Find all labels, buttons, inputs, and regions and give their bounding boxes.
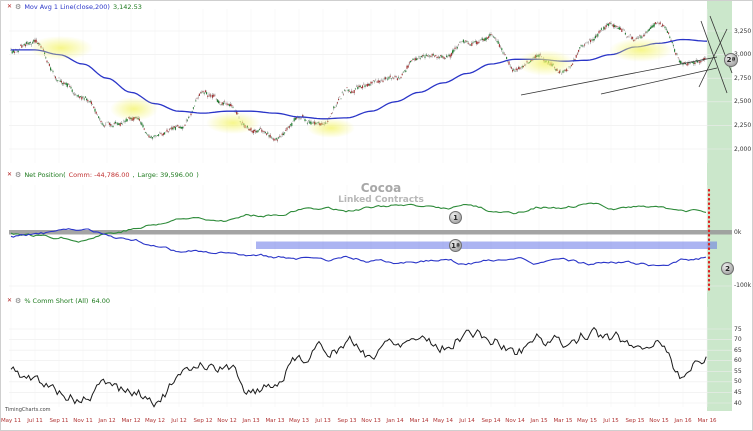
x-axis-label: Sep 15 — [625, 418, 645, 424]
y-axis-tick: 2,250 — [734, 121, 752, 129]
y-axis-tick: 40 — [734, 399, 742, 407]
x-axis-label: Jan 13 — [242, 418, 260, 424]
x-axis-label: Jul 13 — [315, 418, 331, 424]
y-axis-tick: 3,250 — [734, 27, 752, 35]
indicator-settings-icon[interactable]: ⚙ — [15, 296, 22, 305]
x-axis-label: Jul 11 — [27, 418, 43, 424]
net-position-panel-legend: ✕ ⚙ Net Position( Comm: -44,786.00 , Lar… — [7, 171, 199, 179]
x-axis-label: Sep 12 — [193, 418, 213, 424]
x-axis-label: Nov 13 — [361, 418, 381, 424]
annotation-circle-2[interactable]: 2 — [721, 262, 734, 275]
x-axis-label: Jul 14 — [459, 418, 475, 424]
y-axis-tick: 45 — [734, 388, 742, 396]
annotation-circle-2a[interactable]: 2ª — [724, 53, 738, 67]
y-axis-tick: 2,500 — [734, 98, 752, 106]
x-axis-label: Mar 12 — [121, 418, 141, 424]
x-axis-label: May 14 — [432, 418, 454, 424]
net-position-large-value: Large: 39,596.00 — [137, 171, 194, 179]
price-panel-legend: ✕ ⚙ Mov Avg 1 Line(close,200) 3,142.53 — [7, 3, 142, 11]
x-axis-label: Nov 11 — [73, 418, 93, 424]
y-axis-tick: 75 — [734, 325, 742, 333]
comm-short-label: % Comm Short (All) — [24, 297, 89, 305]
x-axis-label: Sep 13 — [337, 418, 357, 424]
x-axis-label: Nov 14 — [505, 418, 525, 424]
x-axis-label: Mar 16 — [697, 418, 717, 424]
x-axis-label: Mar 14 — [409, 418, 429, 424]
mov-avg-value: 3,142.53 — [112, 3, 142, 11]
net-position-comm-value: Comm: -44,786.00 — [68, 171, 130, 179]
x-axis-label: May 15 — [576, 418, 598, 424]
net-position-label-suffix: ) — [196, 171, 199, 179]
x-axis-label: Mar 15 — [553, 418, 573, 424]
annotation-circle-1a[interactable]: 1ª — [449, 239, 462, 252]
x-axis-label: Jan 16 — [674, 418, 692, 424]
y-axis-tick: 70 — [734, 336, 742, 344]
x-axis-label: May 11 — [0, 418, 22, 424]
x-axis-label: May 12 — [144, 418, 166, 424]
x-axis-label: Sep 11 — [49, 418, 69, 424]
y-axis-tick: 50 — [734, 378, 742, 386]
x-axis-label: Jan 14 — [386, 418, 404, 424]
y-axis-tick: 65 — [734, 346, 742, 354]
x-axis-label: Jul 15 — [603, 418, 619, 424]
y-axis-tick: 60 — [734, 357, 742, 365]
y-axis-tick: -100k — [734, 282, 752, 289]
mov-avg-label: Mov Avg 1 Line(close,200) — [24, 3, 110, 11]
y-axis-tick: 2,000 — [734, 145, 752, 153]
remove-indicator-icon[interactable]: ✕ — [7, 171, 13, 178]
remove-indicator-icon[interactable]: ✕ — [7, 3, 13, 10]
y-axis-tick: 0k — [734, 228, 742, 236]
y-axis-tick: 55 — [734, 367, 742, 375]
x-axis-label: Nov 15 — [649, 418, 669, 424]
y-axis-tick: 3,000 — [734, 51, 752, 59]
remove-indicator-icon[interactable]: ✕ — [7, 297, 13, 304]
comm-short-value: 64.00 — [91, 297, 111, 305]
annotation-circle-1[interactable]: 1 — [449, 211, 462, 224]
x-axis-label: Jan 15 — [530, 418, 548, 424]
comm-short-panel-legend: ✕ ⚙ % Comm Short (All) 64.00 — [7, 297, 110, 305]
x-axis-label: May 13 — [288, 418, 310, 424]
site-credit[interactable]: TimingCharts.com — [5, 407, 51, 413]
x-axis-label: Nov 12 — [217, 418, 237, 424]
x-axis-label: Jan 12 — [98, 418, 116, 424]
net-position-separator: , — [132, 171, 135, 179]
x-axis-label: Sep 14 — [481, 418, 501, 424]
indicator-settings-icon[interactable]: ⚙ — [15, 2, 22, 11]
net-position-label-prefix: Net Position( — [24, 171, 66, 179]
x-axis-label: Jul 12 — [171, 418, 187, 424]
y-axis-tick: 2,750 — [734, 74, 752, 82]
x-axis-label: Mar 13 — [265, 418, 285, 424]
indicator-settings-icon[interactable]: ⚙ — [15, 170, 22, 179]
